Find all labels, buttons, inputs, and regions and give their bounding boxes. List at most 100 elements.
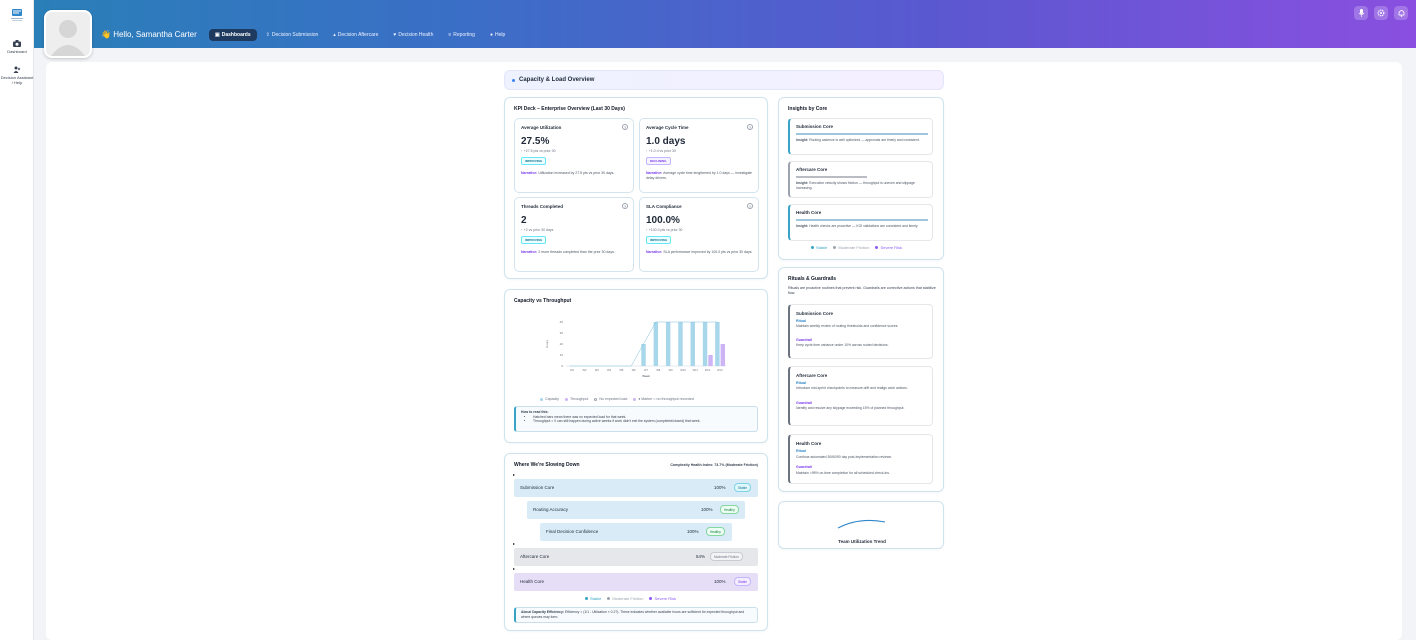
capacity-line — [569, 321, 718, 367]
legend-throughput: Throughput — [564, 397, 588, 401]
bell-icon — [1398, 10, 1404, 17]
kpi-card-sla: SLA Compliance ? 100.0% ↑ +100.0 pts vs … — [639, 197, 759, 272]
wave-icon: 👋 — [101, 30, 111, 39]
kpi-card-utilization: Average Utilization ? 27.5% ↑ +27.5 pts … — [514, 118, 634, 193]
kpi-badge: IMPROVING — [521, 157, 547, 165]
ritual-health-core: Health Core Ritual Continue automated 30… — [788, 434, 933, 484]
microphone-button[interactable] — [1354, 6, 1368, 20]
tab-decision-submission[interactable]: ⇪ Decision Submission — [260, 29, 325, 41]
notifications-button[interactable] — [1394, 6, 1408, 20]
kpi-delta: ↑ +27.5 pts vs prior 30 — [521, 149, 556, 153]
camera-icon — [13, 40, 21, 47]
how-to-read-box: How to read this: Hatched bars mean ther… — [514, 406, 758, 432]
insights-card: Insights by Core Submission Core Insight… — [778, 97, 944, 260]
legend-severe: Severe Risk — [649, 596, 676, 601]
core-name: Submission Core — [796, 124, 834, 129]
kpi-value: 27.5% — [521, 136, 550, 147]
kpi-badge: IMPROVING — [646, 236, 672, 244]
tab-reporting-label: Reporting — [453, 32, 475, 38]
x-tick-label: W7 — [644, 368, 648, 372]
y-tick-label: 10 — [560, 353, 564, 357]
tab-decision-submission-label: Decision Submission — [271, 32, 319, 38]
utilization-trend-title: Team Utilization Trend — [838, 539, 886, 544]
tab-help-label: Help — [495, 32, 506, 38]
avatar[interactable] — [44, 10, 92, 58]
legend-moderate-dot — [833, 246, 837, 249]
expand-triangle-icon[interactable] — [513, 568, 515, 570]
info-icon[interactable]: ? — [747, 124, 753, 130]
kpi-deck-card: KPI Deck – Enterprise Overview (Last 30 … — [504, 97, 768, 279]
tab-decision-health[interactable]: ♥ Decision Health — [387, 29, 439, 41]
settings-button[interactable] — [1374, 6, 1388, 20]
ritual-text: Continue automated 30/60/90 day post-imp… — [796, 455, 892, 459]
capacity-throughput-chart: 0 10 20 30 40 Hours W1 W2 W3 W4 W5 W6 W7 W8 W9 W10 W11 W1… — [545, 320, 726, 378]
funnel-row-pct: 100% — [714, 485, 726, 490]
expand-triangle-icon[interactable] — [513, 474, 515, 476]
expand-triangle-icon[interactable] — [513, 543, 515, 545]
tab-dashboards[interactable]: ▣ Dashboards — [209, 29, 257, 41]
ritual-label: Ritual — [796, 449, 806, 453]
info-icon[interactable]: ? — [747, 203, 753, 209]
x-tick-label: W12 — [705, 368, 711, 372]
kpi-narrative-text: SLA performance improved by 100.0 pts vs… — [663, 250, 753, 254]
nav-decision-assistant[interactable]: Decision Assistant / Help — [0, 66, 34, 85]
legend-moderate-label: Moderate Friction — [838, 245, 870, 250]
funnel-row-name: Aftercare Core — [520, 554, 550, 559]
dashboard-icon: ▣ — [215, 32, 220, 38]
upload-icon: ⇪ — [265, 32, 270, 38]
utilization-trend-sparkline — [837, 520, 886, 529]
kpi-narrative-text: Utilization increased by 27.5 pts vs pri… — [538, 171, 615, 175]
kpi-badge: DECLINING — [646, 157, 671, 165]
tab-decision-health-label: Decision Health — [398, 32, 434, 38]
guardrail-text: Keep cycle time variance under 10% acros… — [796, 343, 889, 347]
x-tick-label: W6 — [632, 368, 636, 372]
y-tick-label: 40 — [560, 320, 564, 324]
nav-dashboard-label: Dashboard — [7, 49, 27, 54]
core-bar — [796, 176, 868, 178]
legend-stable-dot — [585, 597, 588, 600]
how-to-read-title: How to read this: — [521, 410, 549, 414]
legend-severe-label: Severe Risk — [654, 596, 677, 601]
funnel-row-routing-accuracy[interactable]: Routing Accuracy 100% Healthy — [527, 501, 745, 519]
nav-decision-assistant-label: Decision Assistant / Help — [0, 75, 34, 85]
x-axis-label: Week — [642, 374, 650, 378]
funnel-row-pct: 100% — [687, 529, 699, 534]
funnel-row-name: Submission Core — [520, 485, 555, 490]
core-name: Aftercare Core — [796, 167, 828, 172]
info-icon[interactable]: ? — [622, 203, 628, 209]
core-insight-label: Insight: — [796, 181, 809, 185]
x-tick-label: W1 — [570, 368, 574, 372]
info-icon[interactable]: ? — [622, 124, 628, 130]
throughput-bar — [720, 344, 726, 366]
section-title-text: Capacity & Load Overview — [519, 77, 595, 83]
ritual-aftercare-core: Aftercare Core Ritual Introduce mid-spri… — [788, 366, 933, 426]
tab-decision-aftercare[interactable]: ▴ Decision Aftercare — [327, 29, 384, 41]
guardrail-label: Guardrail — [796, 401, 812, 405]
legend-severe-dot — [649, 597, 653, 600]
kpi-card-threads: Threads Completed ? 2 ↑ +2 vs prior 30 d… — [514, 197, 634, 272]
insight-aftercare-core: Aftercare Core Insight: Execution veloci… — [788, 161, 933, 198]
utilization-trend-card: Team Utilization Trend — [778, 501, 944, 549]
status-badge: Stable — [734, 577, 752, 586]
funnel-row-health-core[interactable]: Health Core 100% Stable — [514, 573, 758, 591]
how-to-read-item: Throughput = 0 can still happen during a… — [533, 419, 752, 424]
y-tick-label: 0 — [561, 364, 563, 368]
funnel-row-aftercare-core[interactable]: Aftercare Core 54% Moderate Friction — [514, 548, 758, 566]
kpi-card-cycle-time: Average Cycle Time ? 1.0 days ↑ +1.0 d v… — [639, 118, 759, 193]
app-logo-icon[interactable] — [11, 9, 23, 23]
funnel-row-final-decision[interactable]: Final Decision Confidence 100% Healthy — [540, 523, 732, 541]
help-icon: ● — [489, 32, 493, 38]
rituals-title: Rituals & Guardrails — [788, 276, 837, 282]
capacity-chart-legend: Capacity Throughput No expected load ♦ M… — [540, 397, 694, 401]
ritual-label: Ritual — [796, 319, 806, 323]
status-badge: Healthy — [706, 527, 725, 536]
kpi-title: Average Utilization — [521, 125, 562, 130]
nav-dashboard[interactable]: Dashboard — [0, 40, 34, 54]
tab-help[interactable]: ● Help — [484, 29, 511, 41]
tab-dashboards-label: Dashboards — [221, 32, 251, 38]
main-tabs: ▣ Dashboards ⇪ Decision Submission ▴ Decisi… — [209, 29, 511, 41]
legend-marker-swatch — [633, 397, 637, 401]
report-icon: ≡ — [448, 32, 452, 38]
funnel-row-submission-core[interactable]: Submission Core 100% Stable — [514, 479, 758, 497]
tab-reporting[interactable]: ≡ Reporting — [442, 29, 481, 41]
